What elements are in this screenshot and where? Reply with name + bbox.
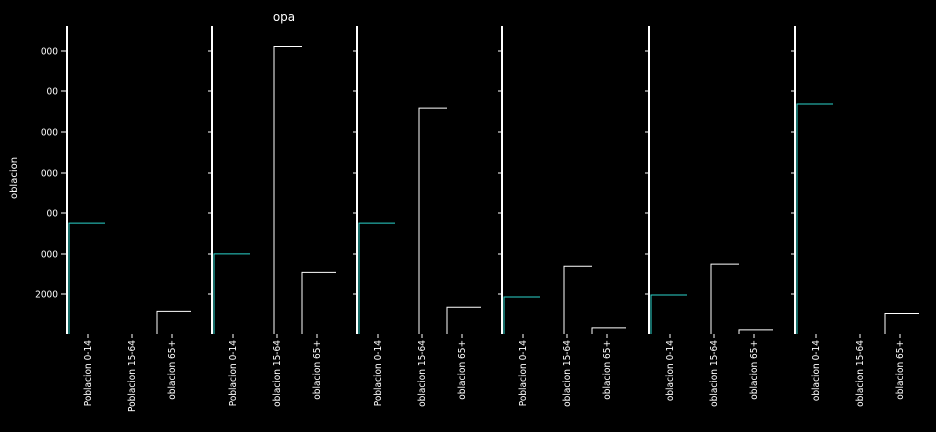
bar (301, 271, 336, 334)
facet-panel: oblacion 0-14 oblacion 15-64 oblacion 65+ (791, 26, 919, 407)
x-tick-label: oblacion 15-64 (272, 340, 283, 407)
facet-panels: Poblacion 0-14 Poblacion 15-64 oblacion 65… (63, 26, 919, 412)
x-tick-label: oblacion 15-64 (417, 340, 428, 407)
y-tick-label: 00 (47, 209, 59, 220)
bar (710, 263, 739, 334)
bar (446, 306, 481, 334)
x-tick-label: oblacion 65+ (312, 340, 323, 400)
bar (738, 329, 773, 334)
facet-panel: Poblacion 0-14 oblacion 15-64 oblacion 65+ (498, 26, 626, 407)
x-tick-label: oblacion 0-14 (665, 340, 676, 401)
x-tick-label: Poblacion 0-14 (83, 340, 94, 406)
facet-panel: Poblacion 0-14 oblacion 15-64 oblacion 65+ (353, 26, 481, 407)
bar (563, 265, 592, 334)
facet-panel: Poblacion 0-14 oblacion 15-64 oblacion 65+ (208, 26, 336, 407)
x-tick-label: oblacion 65+ (749, 340, 760, 400)
x-tick-label: Poblacion 0-14 (228, 340, 239, 406)
x-tick-label: oblacion 65+ (602, 340, 613, 400)
facet-panel: oblacion 0-14 oblacion 15-64 oblacion 65+ (645, 26, 773, 407)
x-tick-label: Poblacion 15-64 (127, 340, 138, 412)
y-tick-label: 000 (41, 250, 58, 261)
chart-title: opa (273, 10, 295, 24)
bar (650, 294, 687, 334)
bar (591, 327, 626, 334)
y-tick-label: 00 (47, 87, 59, 98)
y-tick-label: 000 (41, 169, 58, 180)
facet-panel: Poblacion 0-14 Poblacion 15-64 oblacion 65… (63, 26, 191, 412)
y-tick-label: 000 (41, 47, 58, 58)
x-tick-label: oblacion 65+ (167, 340, 178, 400)
bar (213, 253, 250, 334)
x-tick-label: oblacion 65+ (457, 340, 468, 400)
bar (796, 103, 833, 334)
bar (358, 222, 395, 334)
bar (503, 296, 540, 334)
x-tick-label: oblacion 65+ (895, 340, 906, 400)
y-axis-label: oblacion (9, 157, 20, 199)
x-tick-label: oblacion 15-64 (709, 340, 720, 407)
y-tick-label: 2000 (35, 290, 58, 301)
x-tick-label: Poblacion 0-14 (373, 340, 384, 406)
bar (418, 107, 447, 334)
y-tick-label: 000 (41, 128, 58, 139)
x-tick-label: oblacion 15-64 (855, 340, 866, 407)
bar (273, 46, 302, 334)
x-tick-label: Poblacion 0-14 (518, 340, 529, 406)
x-tick-label: oblacion 0-14 (811, 340, 822, 401)
bar (884, 312, 919, 334)
bar (156, 310, 191, 334)
x-tick-label: oblacion 15-64 (562, 340, 573, 407)
bar (68, 222, 105, 334)
